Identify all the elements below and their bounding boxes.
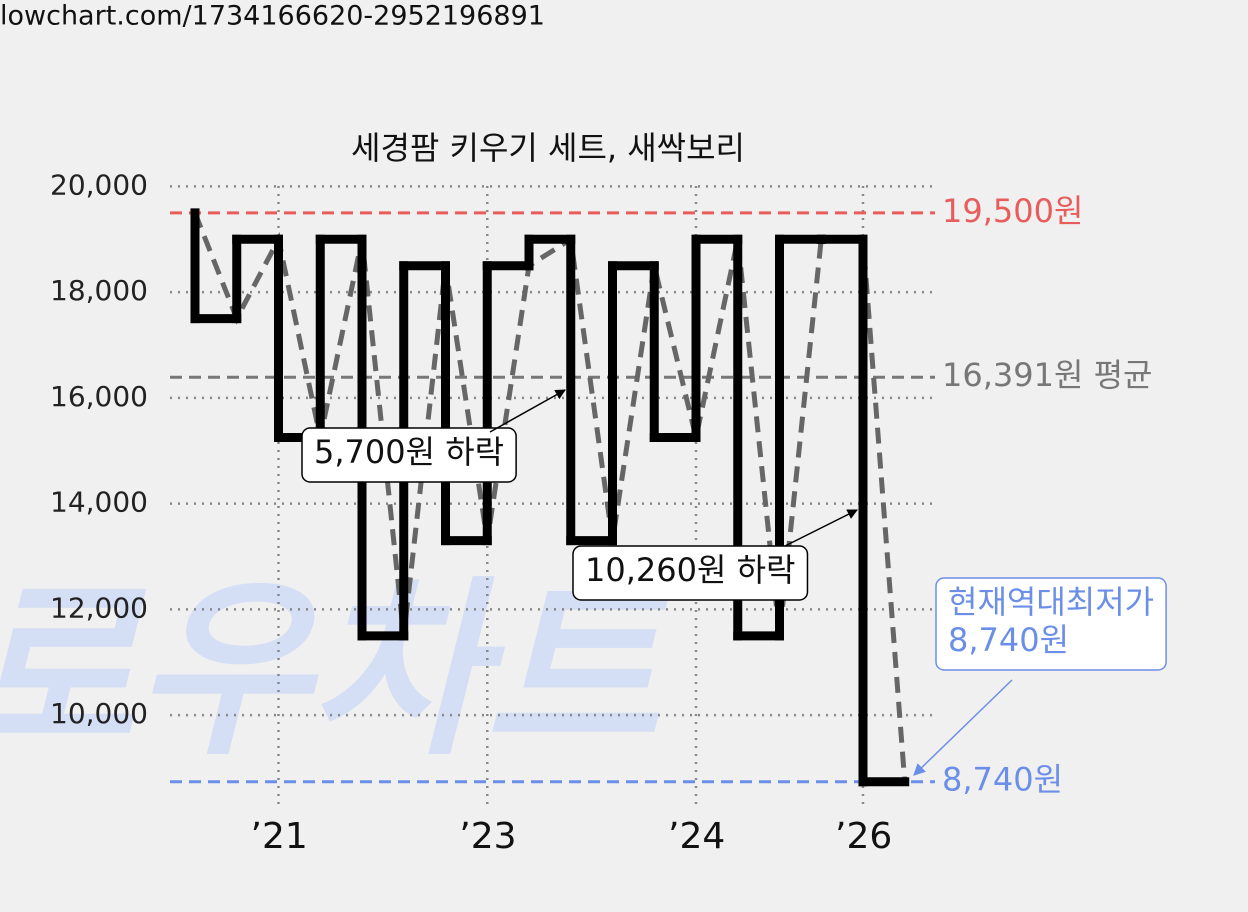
x-tick-label: ’24 (668, 816, 725, 857)
url: lowchart.com/1734166620-2952196891 (0, 1, 545, 32)
watermark: 로우차트 (0, 560, 671, 781)
y-tick-label: 12,000 (50, 591, 148, 624)
annotation: 10,260원 하락 (572, 545, 809, 601)
y-tick-label: 10,000 (50, 697, 148, 730)
annotation-box (935, 577, 1167, 671)
x-tick-label: ’26 (835, 816, 892, 857)
annotation-text: 현재역대최저가 (948, 583, 1154, 621)
annotation-text: 5,700원 하락 (314, 433, 504, 471)
annotation-box (301, 427, 517, 483)
x-tick-label: ’23 (459, 816, 516, 857)
annotation-arrow (784, 509, 858, 547)
annotation-text: 8,740원 (948, 621, 1069, 659)
reference-label: 19,500원 (942, 192, 1083, 230)
reference-label: 16,391원 평균 (942, 356, 1152, 394)
annotation-arrow (913, 679, 1013, 776)
annotation-box (572, 545, 809, 601)
annotation-text: 10,260원 하락 (585, 551, 795, 589)
annotation: 5,700원 하락 (301, 427, 517, 483)
annotation-arrow (489, 389, 566, 433)
chart-title: 세경팜 키우기 세트, 새싹보리 (351, 129, 745, 167)
x-tick-label: ’21 (251, 816, 308, 857)
reference-label: 8,740원 (942, 761, 1063, 799)
y-tick-label: 20,000 (50, 168, 148, 201)
y-tick-label: 16,000 (50, 380, 148, 413)
y-tick-label: 18,000 (50, 274, 148, 307)
y-tick-label: 14,000 (50, 486, 148, 519)
